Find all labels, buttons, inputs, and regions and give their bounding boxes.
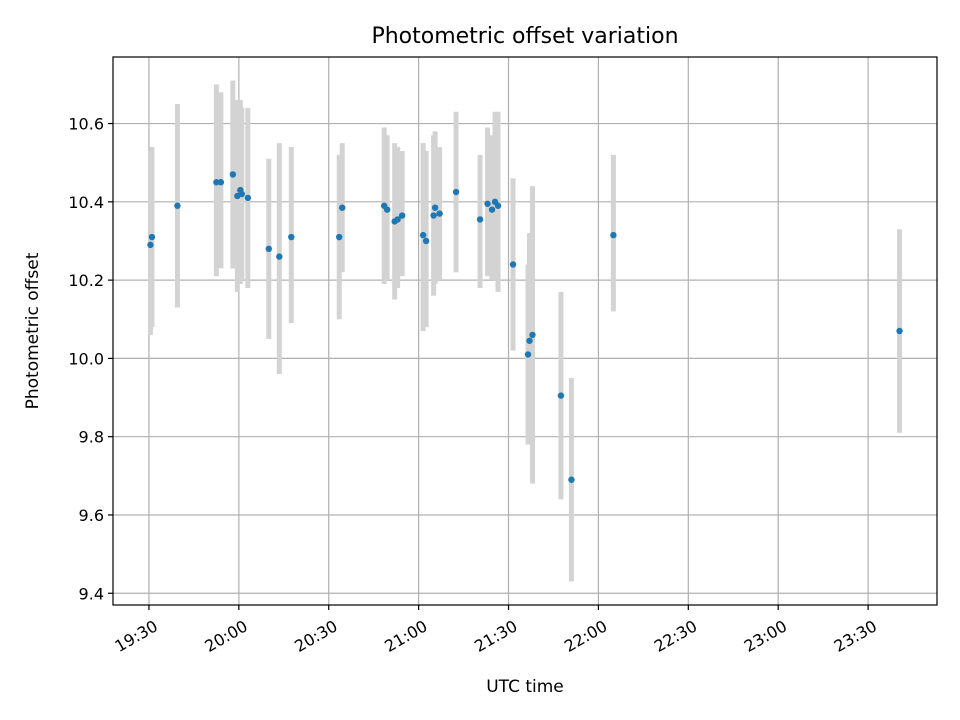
- x-tick-label: 23:00: [741, 616, 790, 656]
- y-tick-label: 10.6: [68, 115, 104, 134]
- y-tick-label: 10.2: [68, 271, 104, 290]
- x-axis-label: UTC time: [486, 677, 564, 697]
- data-point: [383, 206, 391, 213]
- x-tick-label: 19:30: [112, 616, 161, 656]
- data-point: [419, 231, 427, 239]
- data-point: [476, 216, 484, 223]
- data-point: [436, 210, 443, 217]
- data-point: [336, 233, 343, 241]
- data-point: [484, 200, 491, 207]
- x-tick-label: 21:30: [471, 616, 520, 656]
- data-point: [147, 241, 154, 249]
- data-point: [610, 231, 617, 239]
- data-point: [229, 171, 237, 178]
- data-point: [394, 216, 401, 223]
- data-point: [238, 190, 246, 198]
- data-point: [430, 212, 437, 219]
- x-tick-label: 23:30: [831, 616, 880, 656]
- chart-title: Photometric offset variation: [371, 24, 678, 49]
- data-point: [398, 212, 406, 219]
- data-point: [265, 245, 273, 252]
- x-tick-label: 21:00: [381, 616, 430, 656]
- grid-layer: [113, 57, 937, 605]
- data-point: [213, 179, 220, 186]
- data-point: [896, 327, 903, 335]
- data-point: [524, 351, 532, 358]
- data-point: [339, 204, 346, 211]
- data-point: [148, 233, 156, 241]
- data-point: [509, 261, 517, 268]
- y-tick-label: 9.8: [79, 428, 104, 447]
- y-axis-label: Photometric offset: [23, 252, 43, 409]
- data-point: [557, 392, 565, 399]
- data-point: [244, 194, 252, 202]
- tick-layer: 19:30 20:00 20:30 21:00 21:30 22:00 22:30 23:00…: [68, 115, 880, 656]
- data-point: [452, 188, 460, 196]
- x-tick-label: 20:00: [201, 616, 250, 656]
- y-tick-label: 9.4: [79, 584, 104, 603]
- data-point: [174, 202, 181, 209]
- x-tick-label: 20:30: [291, 616, 340, 656]
- y-tick-label: 10.0: [68, 349, 104, 368]
- data-point: [431, 204, 439, 211]
- data-point: [217, 179, 225, 186]
- data-point: [422, 237, 430, 245]
- plot-frame: [112, 56, 938, 606]
- y-tick-label: 10.4: [68, 193, 104, 212]
- data-point: [568, 476, 575, 483]
- y-tick-label: 9.6: [79, 506, 104, 525]
- x-tick-label: 22:00: [561, 616, 610, 656]
- data-point: [288, 233, 295, 241]
- data-point: [526, 337, 533, 344]
- data-point: [488, 206, 496, 213]
- data-point: [529, 331, 536, 339]
- x-tick-label: 22:30: [651, 616, 700, 656]
- data-point: [276, 253, 283, 260]
- error-bars: [147, 80, 903, 582]
- data-points: [147, 171, 903, 483]
- data-point: [494, 202, 502, 209]
